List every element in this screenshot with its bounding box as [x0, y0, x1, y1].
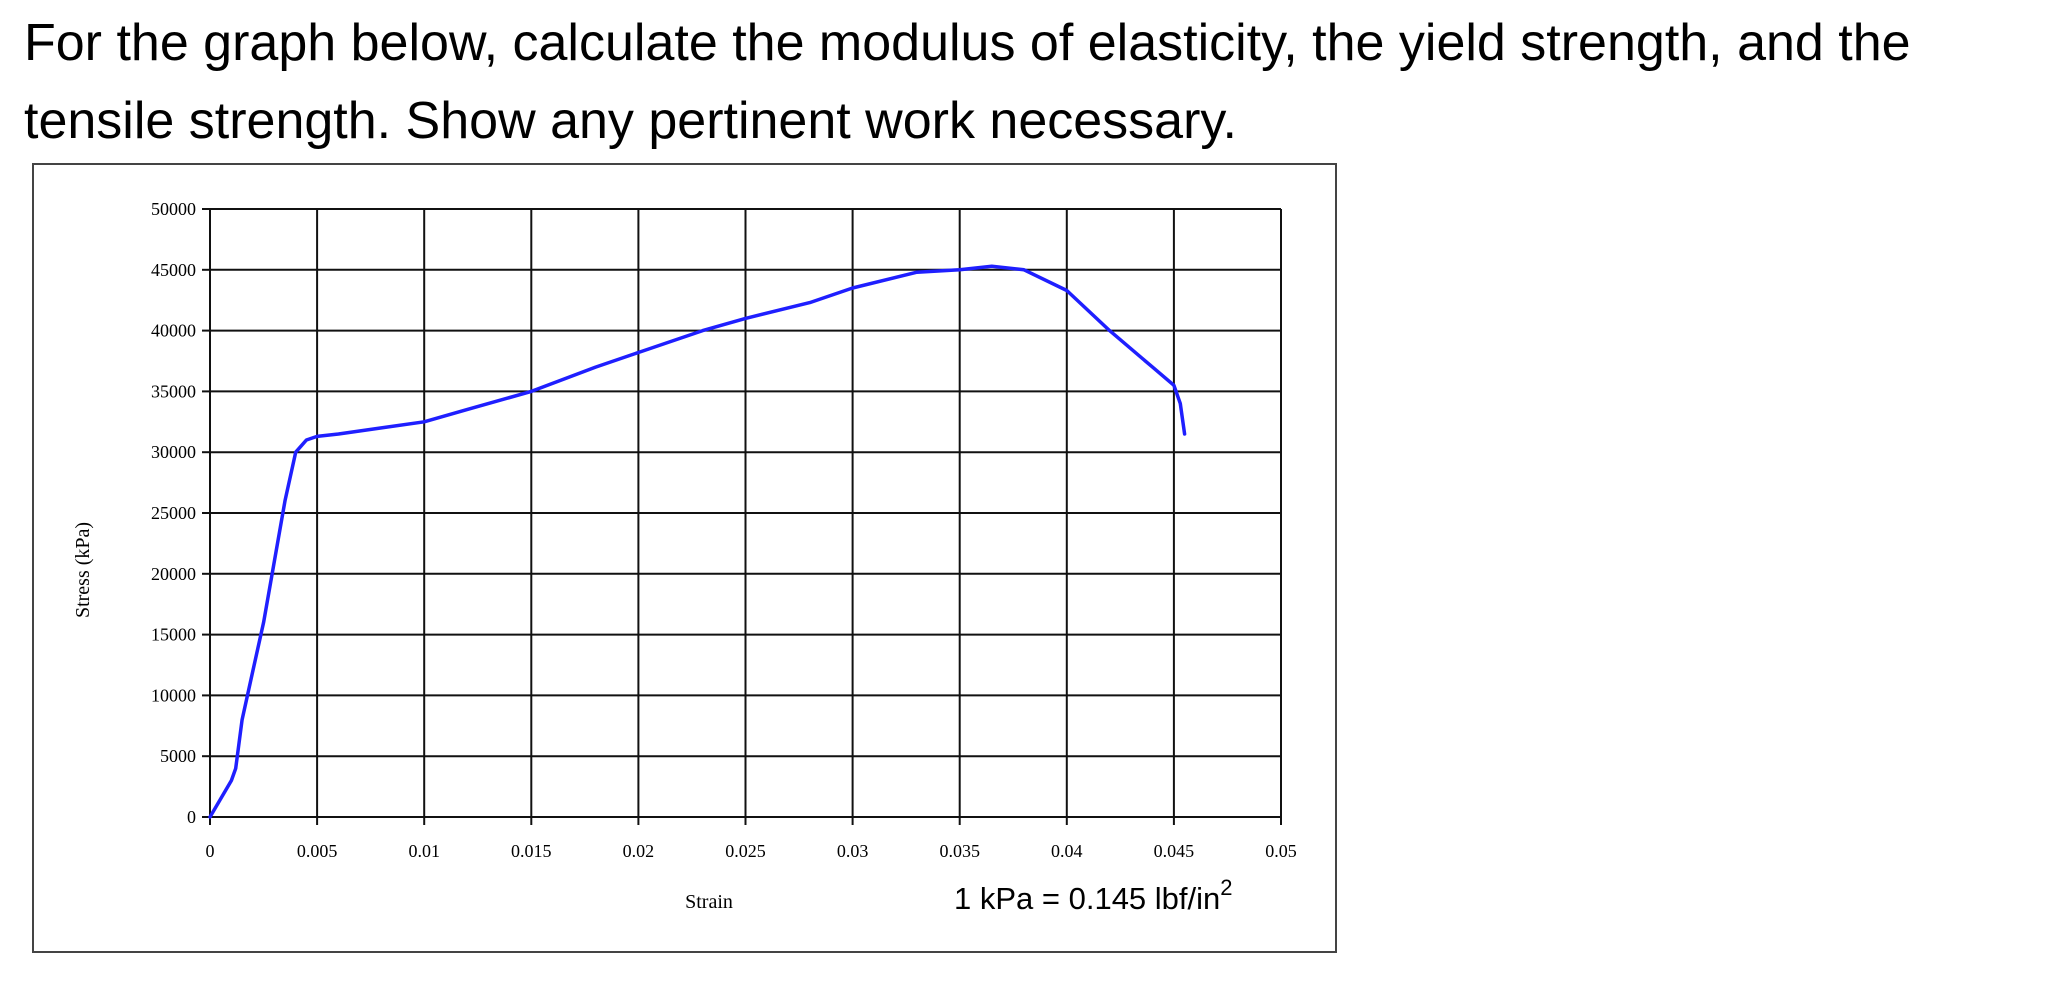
y-tick-label: 45000 — [151, 260, 196, 280]
y-tick-label: 5000 — [160, 746, 196, 766]
chart-frame: 0 5000 10000 15000 20000 25000 30000 35000 40000… — [32, 163, 1337, 953]
x-tick-label: 0.045 — [1154, 841, 1195, 861]
y-tick-label: 10000 — [151, 685, 196, 705]
x-tick-label: 0.04 — [1051, 841, 1083, 861]
x-tick-label: 0.005 — [297, 841, 338, 861]
y-tick-label: 50000 — [151, 199, 196, 219]
unit-conversion-note: 1 kPa = 0.145 lbf/in2 — [954, 875, 1233, 916]
y-axis-title: Stress (kPa) — [72, 522, 94, 618]
y-tick-label: 25000 — [151, 503, 196, 523]
x-axis-title: Strain — [685, 891, 733, 913]
x-tick-label: 0.02 — [623, 841, 655, 861]
y-tick-label: 30000 — [151, 442, 196, 462]
stress-strain-curve — [208, 264, 1187, 819]
y-tick-label: 15000 — [151, 625, 196, 645]
x-tick-label: 0.025 — [725, 841, 766, 861]
x-tick-label: 0.05 — [1265, 841, 1297, 861]
stress-strain-chart: 0 5000 10000 15000 20000 25000 30000 35000 40000… — [72, 199, 1297, 916]
y-tick-label: 0 — [187, 807, 196, 827]
y-tick-label: 20000 — [151, 564, 196, 584]
y-tick-label: 40000 — [151, 321, 196, 341]
y-tick-label: 35000 — [151, 381, 196, 401]
x-tick-label: 0 — [206, 841, 215, 861]
x-tick-label: 0.01 — [408, 841, 440, 861]
question-text: For the graph below, calculate the modul… — [24, 14, 1911, 150]
x-tick-label: 0.015 — [511, 841, 552, 861]
x-tick-label: 0.03 — [837, 841, 869, 861]
x-tick-label: 0.035 — [939, 841, 980, 861]
unit-superscript: 2 — [1220, 875, 1232, 900]
